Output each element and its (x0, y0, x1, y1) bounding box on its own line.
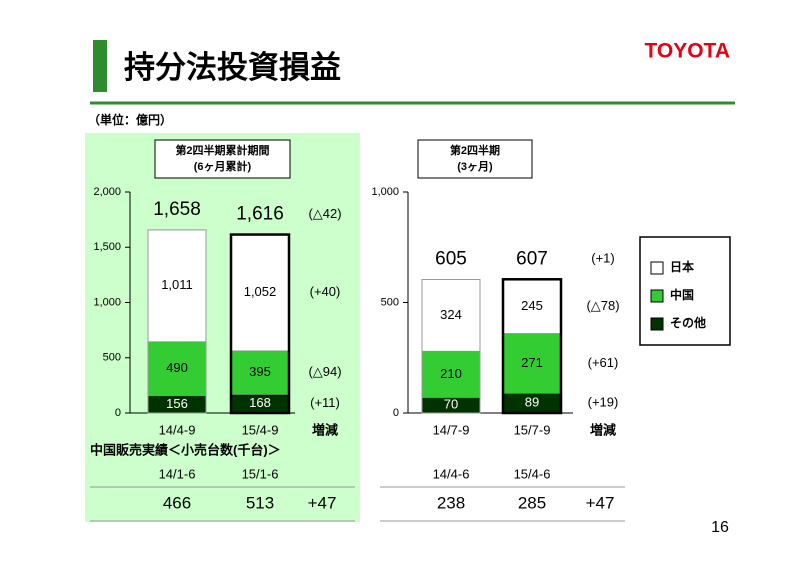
change-label: (△94) (308, 364, 341, 379)
bar-value-label: 245 (521, 298, 543, 313)
bar-segment (230, 350, 290, 395)
change-header: 増減 (312, 422, 338, 437)
table-period: 15/4-6 (514, 466, 551, 481)
bar-value-label: 70 (444, 397, 458, 412)
table-value: 285 (518, 493, 546, 512)
table-period: 14/1-6 (159, 466, 196, 481)
legend-swatch (650, 261, 664, 275)
bar-value-label: 395 (249, 364, 271, 379)
chart-subtitle: (3ヶ月) (457, 160, 493, 173)
change-label: (+1) (591, 251, 614, 266)
bar-segment (421, 350, 481, 398)
table-period: 14/4-6 (433, 466, 470, 481)
table-change: +47 (308, 493, 337, 512)
y-tick-label: 500 (381, 296, 399, 308)
legend-label: その他 (670, 315, 706, 330)
table-period: 15/1-6 (242, 466, 279, 481)
bar-value-label: 1,052 (244, 284, 277, 299)
change-header: 増減 (590, 422, 616, 437)
change-label: (+19) (588, 395, 619, 410)
slide-title: 持分法投資損益 (124, 50, 341, 85)
page-number: 16 (711, 519, 729, 536)
logo: TOYOTA (644, 40, 730, 63)
table-title: 中国販売実績＜小売台数(千台)＞ (90, 442, 281, 457)
table-value: 513 (246, 493, 274, 512)
x-tick-label: 14/7-9 (433, 422, 470, 437)
y-tick-label: 0 (115, 407, 121, 419)
bar-total-label: 1,658 (153, 199, 201, 220)
chart-title-box (154, 139, 291, 179)
chart-title: 第2四半期累計期間 (175, 143, 269, 157)
left-panel (85, 133, 360, 522)
bar-total-label: 607 (516, 248, 548, 269)
table-change: +47 (586, 493, 615, 512)
x-tick-label: 15/7-9 (514, 422, 551, 437)
bar-outline (147, 229, 207, 414)
bar-value-label: 324 (440, 307, 462, 322)
y-tick-label: 500 (103, 352, 121, 364)
bar-segment (421, 279, 481, 352)
title-accent (93, 40, 107, 92)
chart-title: 第2四半期 (450, 143, 500, 157)
bar-total-label: 1,616 (236, 204, 284, 225)
chart-subtitle: (6ヶ月累計) (194, 159, 252, 173)
bar-value-label: 156 (166, 396, 188, 411)
y-tick-label: 2,000 (93, 186, 121, 198)
bar-value-label: 168 (249, 395, 271, 410)
bar-outline (421, 279, 481, 414)
x-tick-label: 14/4-9 (159, 422, 196, 437)
bar-segment (230, 234, 290, 352)
bar-value-label: 89 (525, 395, 539, 410)
change-label: (△78) (586, 298, 619, 313)
legend-label: 中国 (670, 287, 694, 302)
change-label: (△42) (308, 206, 341, 221)
bar-segment (502, 333, 562, 394)
y-tick-label: 1,000 (371, 186, 399, 198)
bar-outline (229, 233, 291, 415)
bar-value-label: 1,011 (161, 277, 193, 292)
unit: （単位：億円） (88, 112, 172, 127)
legend-swatch (650, 289, 664, 303)
chart-title-box (417, 139, 533, 179)
change-label: (+11) (310, 395, 340, 410)
bar-value-label: 210 (440, 366, 462, 381)
bar-outline (501, 278, 563, 415)
y-tick-label: 0 (393, 407, 399, 419)
bar-segment (502, 279, 562, 334)
change-label: (+61) (588, 355, 619, 370)
y-tick-label: 1,000 (93, 296, 121, 308)
bar-value-label: 490 (166, 360, 188, 375)
bar-value-label: 271 (521, 355, 543, 370)
legend-label: 日本 (670, 259, 694, 274)
bar-segment (147, 229, 207, 342)
bar-total-label: 605 (435, 249, 467, 270)
x-tick-label: 15/4-9 (242, 422, 279, 437)
table-value: 466 (163, 493, 191, 512)
y-tick-label: 1,500 (93, 241, 121, 253)
legend-swatch (650, 317, 664, 331)
change-label: (+40) (310, 284, 341, 299)
table-value: 238 (437, 493, 465, 512)
